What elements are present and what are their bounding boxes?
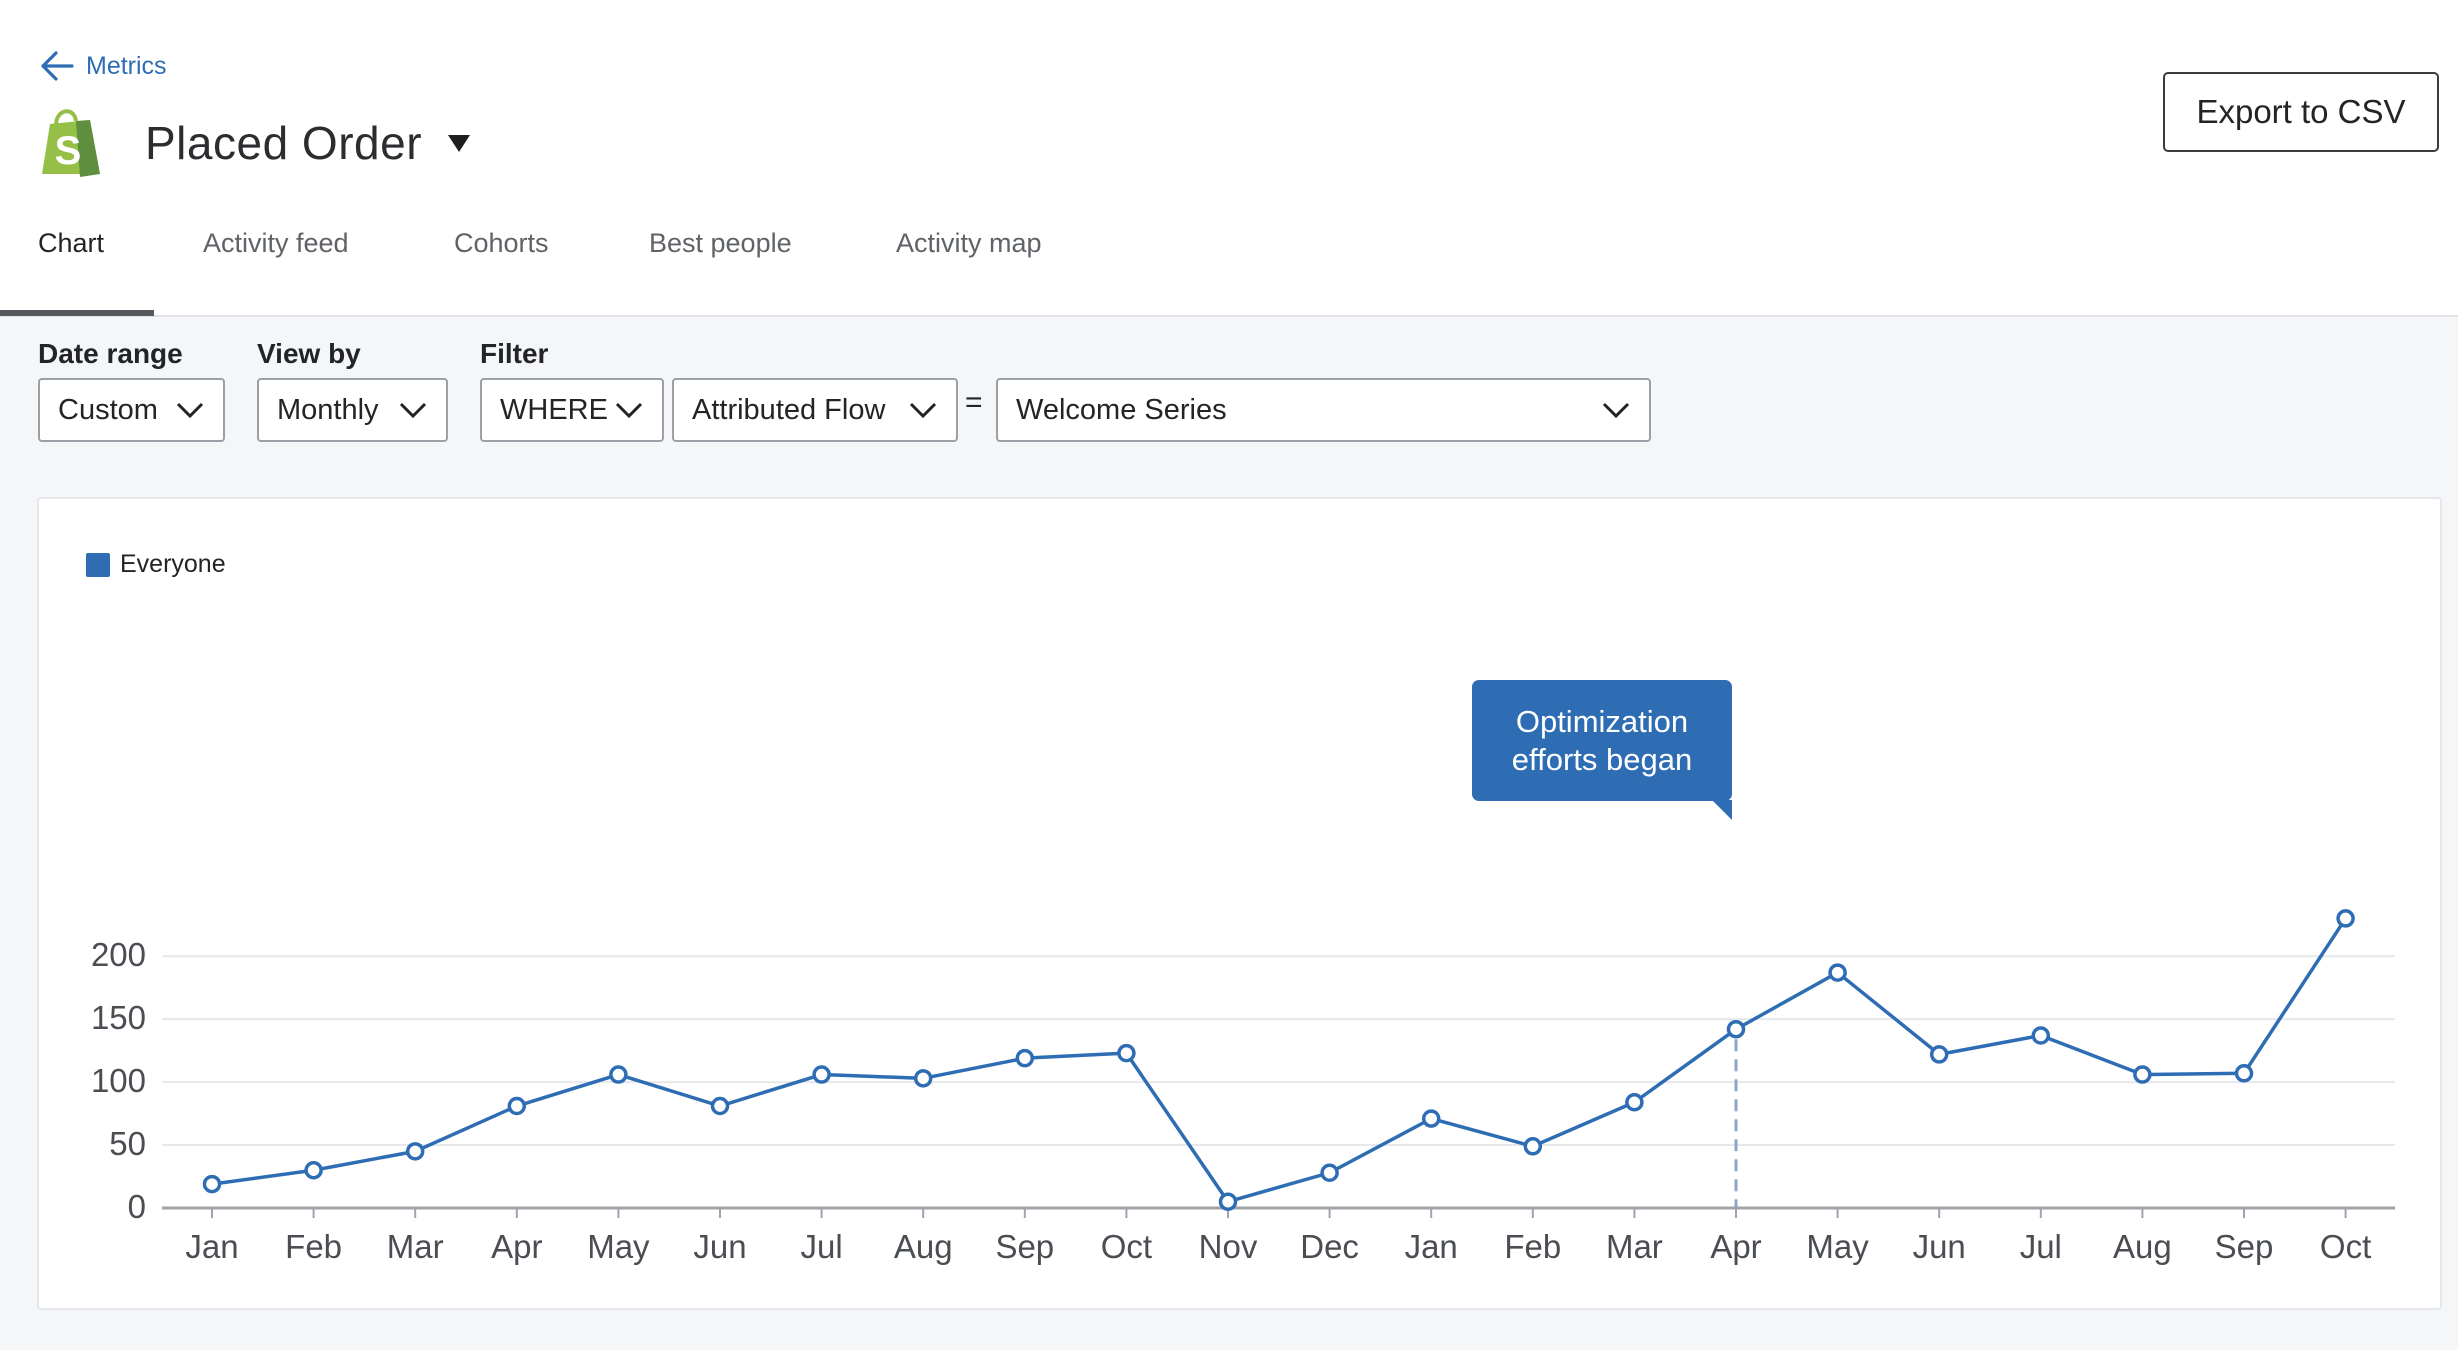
page-header bbox=[0, 0, 2458, 316]
date-range-select[interactable]: Custom bbox=[38, 378, 225, 442]
filter-value: Welcome Series bbox=[1016, 393, 1227, 426]
tab-activity-feed[interactable]: Activity feed bbox=[203, 228, 349, 258]
page-title: Placed Order bbox=[145, 117, 423, 169]
export-to-csv-button[interactable]: Export to CSV bbox=[2163, 72, 2439, 152]
tab-best-people[interactable]: Best people bbox=[649, 228, 792, 258]
view-by-select[interactable]: Monthly bbox=[257, 378, 448, 442]
tab-cohorts[interactable]: Cohorts bbox=[454, 228, 549, 258]
date-range-label: Date range bbox=[38, 338, 183, 369]
shopify-bag-icon: S bbox=[42, 109, 100, 177]
chart-card bbox=[37, 497, 2442, 1310]
svg-text:S: S bbox=[55, 129, 82, 173]
chevron-down-icon bbox=[615, 402, 643, 419]
chevron-down-icon bbox=[909, 402, 937, 419]
legend-swatch bbox=[86, 552, 110, 577]
back-to-metrics-link[interactable]: Metrics bbox=[38, 48, 167, 84]
back-link-label: Metrics bbox=[86, 51, 167, 80]
equals-sign: = bbox=[965, 386, 983, 419]
annotation-pointer bbox=[1712, 800, 1732, 820]
active-tab-indicator bbox=[0, 310, 154, 316]
page-title-row: Placed Order bbox=[145, 108, 472, 178]
header-divider bbox=[0, 315, 2458, 317]
legend-label: Everyone bbox=[120, 550, 226, 578]
chart-legend: Everyone bbox=[86, 550, 226, 579]
annotation-line-2: efforts began bbox=[1511, 741, 1693, 777]
filter-operator-select[interactable]: WHERE bbox=[480, 378, 664, 442]
view-by-value: Monthly bbox=[277, 393, 379, 426]
chevron-down-icon bbox=[176, 402, 204, 419]
arrow-left-icon bbox=[41, 51, 74, 81]
filter-property-select[interactable]: Attributed Flow bbox=[672, 378, 958, 442]
filter-label: Filter bbox=[480, 338, 549, 369]
filter-operator-value: WHERE bbox=[500, 393, 608, 426]
tab-activity-map[interactable]: Activity map bbox=[896, 228, 1042, 258]
date-range-value: Custom bbox=[58, 393, 158, 426]
chevron-down-icon bbox=[1602, 402, 1630, 419]
filter-value-select[interactable]: Welcome Series bbox=[996, 378, 1651, 442]
tab-chart[interactable]: Chart bbox=[38, 228, 105, 258]
chevron-down-icon bbox=[399, 402, 427, 419]
view-by-label: View by bbox=[257, 338, 361, 369]
annotation-line-1: Optimization bbox=[1515, 703, 1689, 739]
annotation-callout: Optimization efforts began bbox=[1472, 680, 1732, 801]
caret-down-icon[interactable] bbox=[446, 132, 472, 154]
filter-property-value: Attributed Flow bbox=[692, 393, 886, 426]
